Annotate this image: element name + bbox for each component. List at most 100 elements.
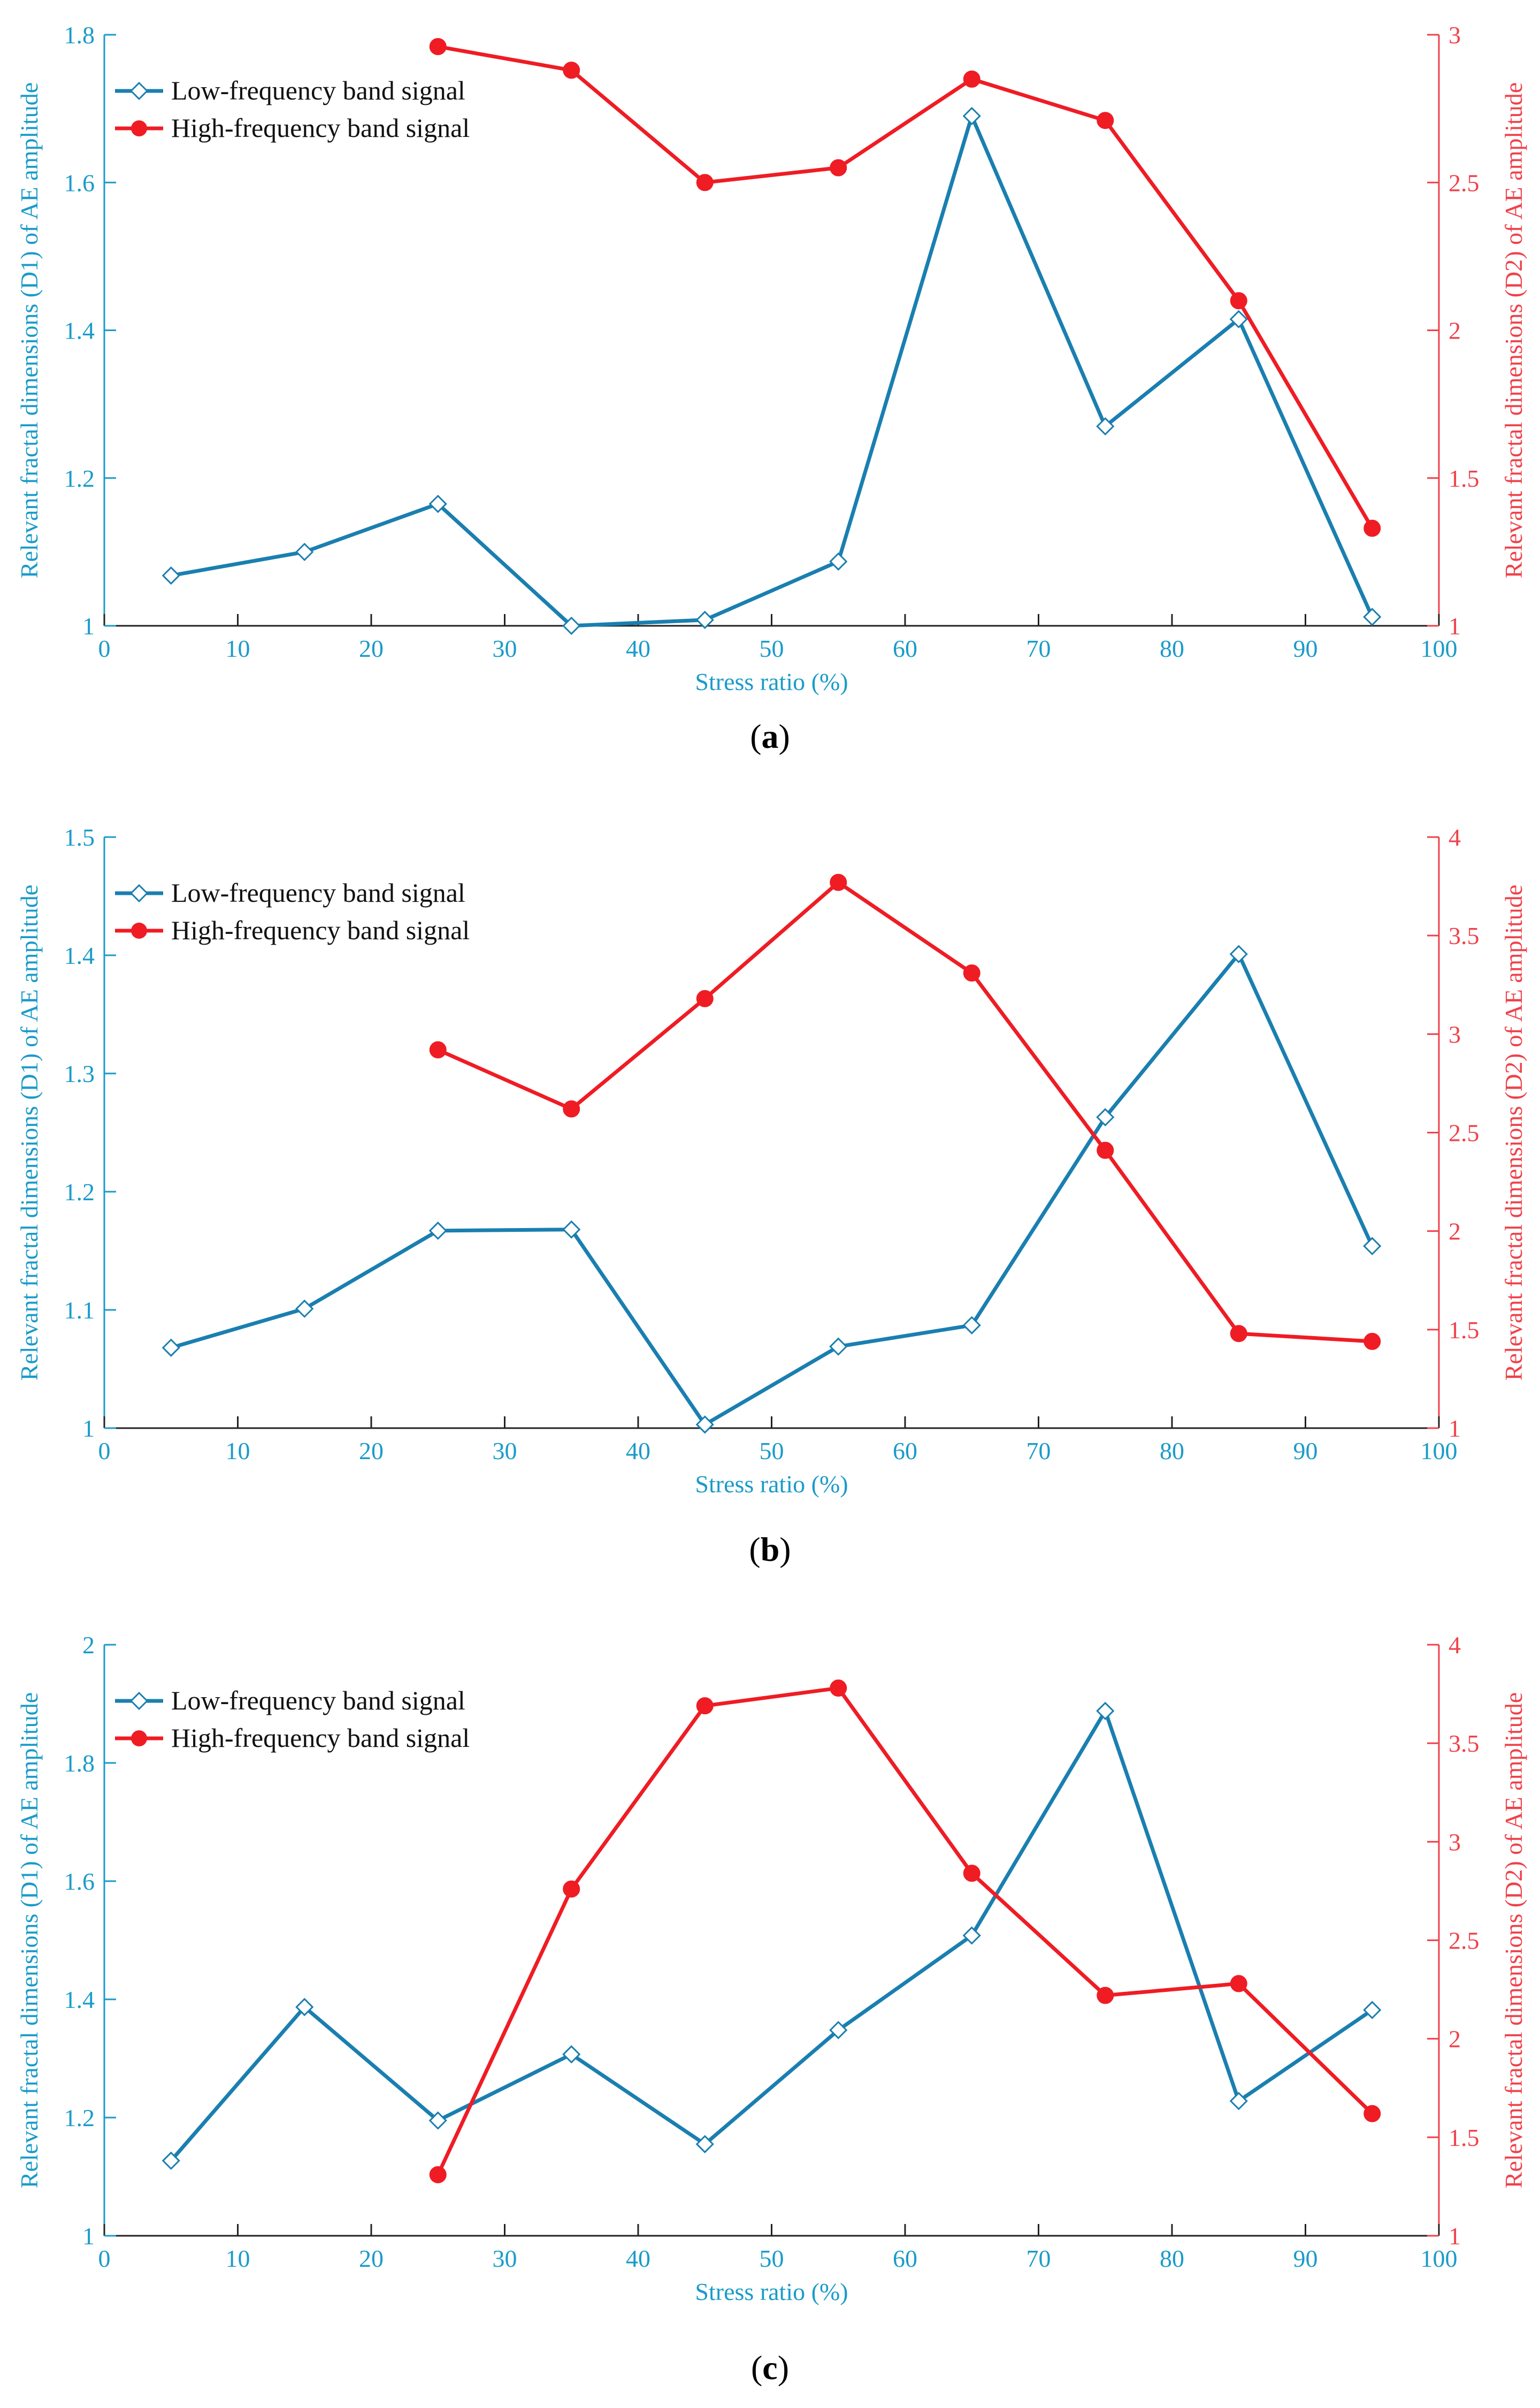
high-frequency-data-point — [1230, 1975, 1247, 1992]
legend-high-marker — [131, 923, 147, 939]
x-axis-label: Stress ratio (%) — [695, 668, 848, 695]
high-frequency-data-point — [963, 1865, 980, 1882]
chart-panel-c: 0 10 20 30 40 50 60 70 80 90 10011.21.41.61.8211.5… — [16, 1631, 1527, 2305]
low-frequency-data-point — [962, 1316, 981, 1335]
low-frequency-data-point — [428, 2111, 447, 2130]
legend-high-label: High-frequency band signal — [171, 915, 470, 945]
x-tick-label: 10 — [226, 1437, 250, 1464]
caption-b-suffix: ) — [779, 1530, 791, 1568]
high-frequency-data-point — [429, 38, 447, 56]
caption-b-prefix: ( — [749, 1530, 761, 1568]
legend-high-marker — [131, 120, 147, 136]
x-tick-label: 80 — [1160, 635, 1184, 662]
x-tick-label: 70 — [1026, 2245, 1051, 2272]
high-frequency-data-point — [696, 990, 714, 1008]
x-tick-label: 70 — [1026, 1437, 1051, 1464]
low-frequency-data-point — [1229, 945, 1248, 963]
right-y-tick-label: 3 — [1449, 1828, 1461, 1855]
high-frequency-series-line — [437, 880, 1373, 1344]
high-frequency-data-point — [1097, 112, 1114, 129]
x-tick-label: 60 — [893, 635, 917, 662]
low-frequency-data-point — [562, 616, 581, 635]
x-tick-label: 100 — [1421, 635, 1458, 662]
low-frequency-data-point — [562, 2045, 581, 2064]
x-tick-label: 0 — [98, 2245, 111, 2272]
high-frequency-data-point — [1230, 292, 1247, 310]
left-y-tick-label: 1 — [82, 612, 95, 640]
caption-b-letter: b — [760, 1530, 780, 1568]
left-y-tick-label: 1.2 — [64, 2104, 95, 2131]
low-frequency-data-point — [1229, 310, 1248, 328]
left-y-tick-label: 1.6 — [64, 169, 95, 196]
legend-low-marker — [129, 1691, 149, 1711]
high-frequency-data-point — [563, 1100, 580, 1118]
right-y-tick-label: 4 — [1449, 1631, 1461, 1659]
left-y-axis-label: Relevant fractal dimensions (D1) of AE a… — [16, 885, 43, 1381]
x-tick-label: 0 — [98, 635, 111, 662]
left-y-axis-label: Relevant fractal dimensions (D1) of AE a… — [16, 1692, 43, 2188]
right-y-tick-label: 2 — [1449, 317, 1461, 344]
x-tick-label: 40 — [626, 1437, 650, 1464]
caption-a-letter: a — [761, 717, 779, 755]
high-frequency-data-point — [1363, 519, 1381, 537]
low-frequency-data-point — [695, 610, 714, 630]
right-y-tick-label: 2.5 — [1449, 1927, 1480, 1954]
x-tick-label: 20 — [359, 635, 384, 662]
low-frequency-data-point — [1363, 1237, 1382, 1255]
x-axis-label: Stress ratio (%) — [695, 1470, 848, 1498]
left-y-axis-label: Relevant fractal dimensions (D1) of AE a… — [16, 82, 43, 578]
high-frequency-data-point — [830, 873, 847, 891]
right-y-tick-label: 2.5 — [1449, 1119, 1480, 1147]
x-tick-label: 90 — [1293, 2245, 1318, 2272]
legend-low-label: Low-frequency band signal — [171, 1685, 465, 1715]
low-frequency-data-point — [829, 2021, 848, 2039]
caption-b: (b) — [0, 1530, 1540, 1569]
right-y-tick-label: 1.5 — [1449, 1316, 1480, 1344]
low-frequency-data-point — [1096, 417, 1115, 436]
right-y-axis-label: Relevant fractal dimensions (D2) of AE a… — [1500, 1692, 1527, 2188]
x-tick-label: 20 — [359, 1437, 384, 1464]
caption-c-prefix: ( — [750, 2349, 763, 2387]
high-frequency-series-line — [436, 1686, 1374, 2176]
low-frequency-series-line — [170, 1709, 1374, 2162]
left-y-tick-label: 1.4 — [64, 942, 95, 969]
left-y-tick-label: 1 — [82, 1415, 95, 1442]
x-tick-label: 0 — [98, 1437, 111, 1464]
x-axis-label: Stress ratio (%) — [695, 2278, 848, 2305]
right-y-tick-label: 1.5 — [1449, 2124, 1480, 2151]
high-frequency-data-point — [1097, 1987, 1114, 2004]
left-y-tick-label: 1.4 — [64, 1986, 95, 2013]
right-y-tick-label: 1 — [1449, 2222, 1461, 2250]
caption-c: (c) — [0, 2348, 1540, 2388]
low-frequency-series-line — [170, 952, 1374, 1427]
x-tick-label: 10 — [226, 635, 250, 662]
low-frequency-data-point — [829, 1337, 848, 1356]
x-tick-label: 70 — [1026, 635, 1051, 662]
high-frequency-data-point — [1097, 1141, 1114, 1159]
left-y-tick-label: 1 — [82, 2222, 95, 2250]
right-y-tick-label: 1.5 — [1449, 465, 1480, 492]
left-y-tick-label: 2 — [82, 1631, 95, 1659]
low-frequency-data-point — [162, 566, 180, 585]
high-frequency-data-point — [429, 1041, 447, 1059]
low-frequency-data-point — [428, 1221, 447, 1240]
caption-c-suffix: ) — [777, 2349, 790, 2387]
low-frequency-data-point — [962, 106, 981, 126]
x-tick-label: 100 — [1421, 1437, 1458, 1464]
legend-low-label: Low-frequency band signal — [171, 878, 465, 908]
left-y-tick-label: 1.6 — [64, 1868, 95, 1895]
x-tick-label: 30 — [493, 635, 517, 662]
low-frequency-data-point — [1363, 2000, 1382, 2020]
x-tick-label: 40 — [626, 2245, 650, 2272]
high-frequency-data-point — [963, 70, 980, 88]
low-frequency-data-point — [962, 1926, 981, 1945]
x-tick-label: 60 — [893, 1437, 917, 1464]
right-y-tick-label: 2 — [1449, 2026, 1461, 2053]
high-frequency-data-point — [1363, 1332, 1381, 1350]
low-frequency-data-point — [428, 494, 447, 513]
high-frequency-data-point — [563, 1880, 580, 1898]
caption-a-suffix: ) — [778, 717, 790, 755]
right-y-tick-label: 4 — [1449, 824, 1461, 851]
high-frequency-data-point — [830, 1680, 847, 1697]
legend-high-label: High-frequency band signal — [171, 1723, 470, 1753]
